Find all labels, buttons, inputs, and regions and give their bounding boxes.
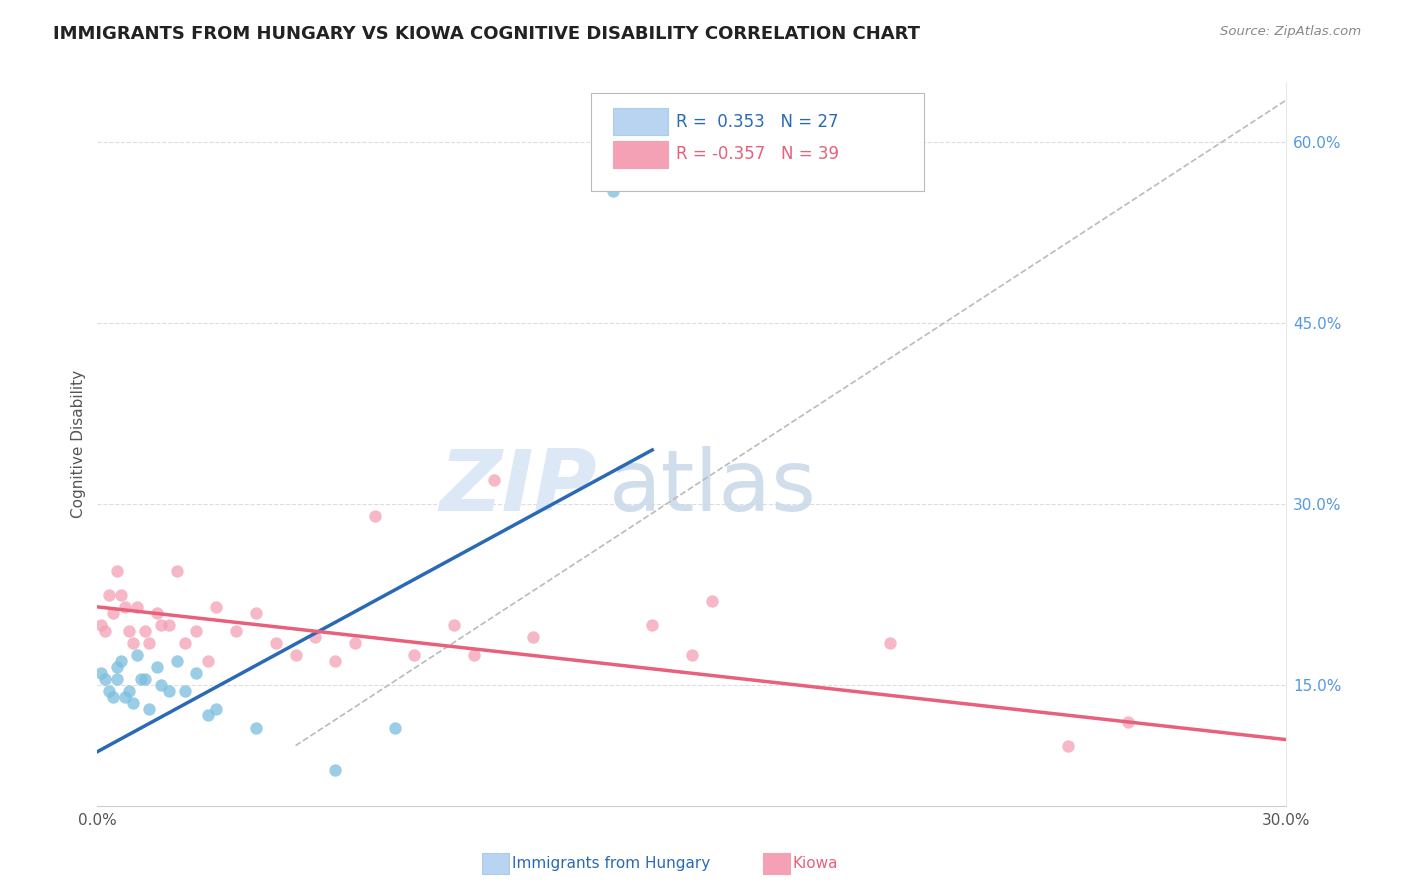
- Text: Immigrants from Hungary: Immigrants from Hungary: [512, 856, 710, 871]
- Y-axis label: Cognitive Disability: Cognitive Disability: [72, 370, 86, 518]
- Point: [94, 624, 117, 638]
- Point: [105, 660, 128, 674]
- Point: [602, 184, 624, 198]
- Point: [149, 618, 172, 632]
- Point: [118, 684, 141, 698]
- Point: [138, 636, 160, 650]
- Point: [879, 636, 901, 650]
- Point: [1057, 739, 1080, 753]
- Point: [110, 654, 132, 668]
- Point: [149, 678, 172, 692]
- FancyBboxPatch shape: [613, 141, 668, 168]
- Point: [105, 673, 128, 687]
- Point: [343, 636, 366, 650]
- Point: [125, 648, 148, 662]
- Point: [197, 708, 219, 723]
- Point: [118, 624, 141, 638]
- Point: [245, 721, 267, 735]
- Point: [1116, 714, 1139, 729]
- Text: R =  0.353   N = 27: R = 0.353 N = 27: [676, 112, 839, 131]
- Point: [98, 588, 121, 602]
- Point: [138, 702, 160, 716]
- Text: Source: ZipAtlas.com: Source: ZipAtlas.com: [1220, 25, 1361, 38]
- Point: [103, 690, 125, 705]
- Point: [522, 630, 544, 644]
- Point: [114, 599, 136, 614]
- Point: [134, 673, 156, 687]
- Text: IMMIGRANTS FROM HUNGARY VS KIOWA COGNITIVE DISABILITY CORRELATION CHART: IMMIGRANTS FROM HUNGARY VS KIOWA COGNITI…: [53, 25, 921, 43]
- Point: [641, 618, 664, 632]
- Point: [197, 654, 219, 668]
- Point: [146, 660, 169, 674]
- Point: [166, 564, 188, 578]
- Point: [157, 684, 180, 698]
- Point: [245, 606, 267, 620]
- Point: [98, 684, 121, 698]
- Point: [681, 648, 703, 662]
- Point: [125, 599, 148, 614]
- Point: [157, 618, 180, 632]
- Point: [284, 648, 307, 662]
- Point: [105, 564, 128, 578]
- Point: [173, 684, 195, 698]
- Point: [90, 666, 112, 681]
- Point: [90, 618, 112, 632]
- Point: [146, 606, 169, 620]
- FancyBboxPatch shape: [591, 93, 924, 191]
- Point: [621, 171, 644, 186]
- Point: [205, 599, 228, 614]
- Text: Kiowa: Kiowa: [793, 856, 838, 871]
- Point: [264, 636, 287, 650]
- Point: [129, 673, 152, 687]
- Point: [173, 636, 195, 650]
- Point: [323, 654, 346, 668]
- Point: [463, 648, 485, 662]
- Point: [110, 588, 132, 602]
- Point: [166, 654, 188, 668]
- Point: [122, 636, 145, 650]
- Point: [114, 690, 136, 705]
- Point: [134, 624, 156, 638]
- Point: [186, 666, 208, 681]
- Point: [700, 594, 723, 608]
- Point: [225, 624, 247, 638]
- Text: ZIP: ZIP: [439, 446, 596, 529]
- Point: [482, 473, 505, 487]
- Point: [443, 618, 465, 632]
- Point: [404, 648, 426, 662]
- Text: atlas: atlas: [609, 446, 817, 529]
- Point: [364, 509, 387, 524]
- Point: [94, 673, 117, 687]
- Point: [323, 763, 346, 777]
- Point: [304, 630, 326, 644]
- FancyBboxPatch shape: [613, 108, 668, 136]
- Point: [205, 702, 228, 716]
- Text: R = -0.357   N = 39: R = -0.357 N = 39: [676, 145, 839, 163]
- Point: [384, 721, 406, 735]
- Point: [186, 624, 208, 638]
- Point: [103, 606, 125, 620]
- Point: [122, 697, 145, 711]
